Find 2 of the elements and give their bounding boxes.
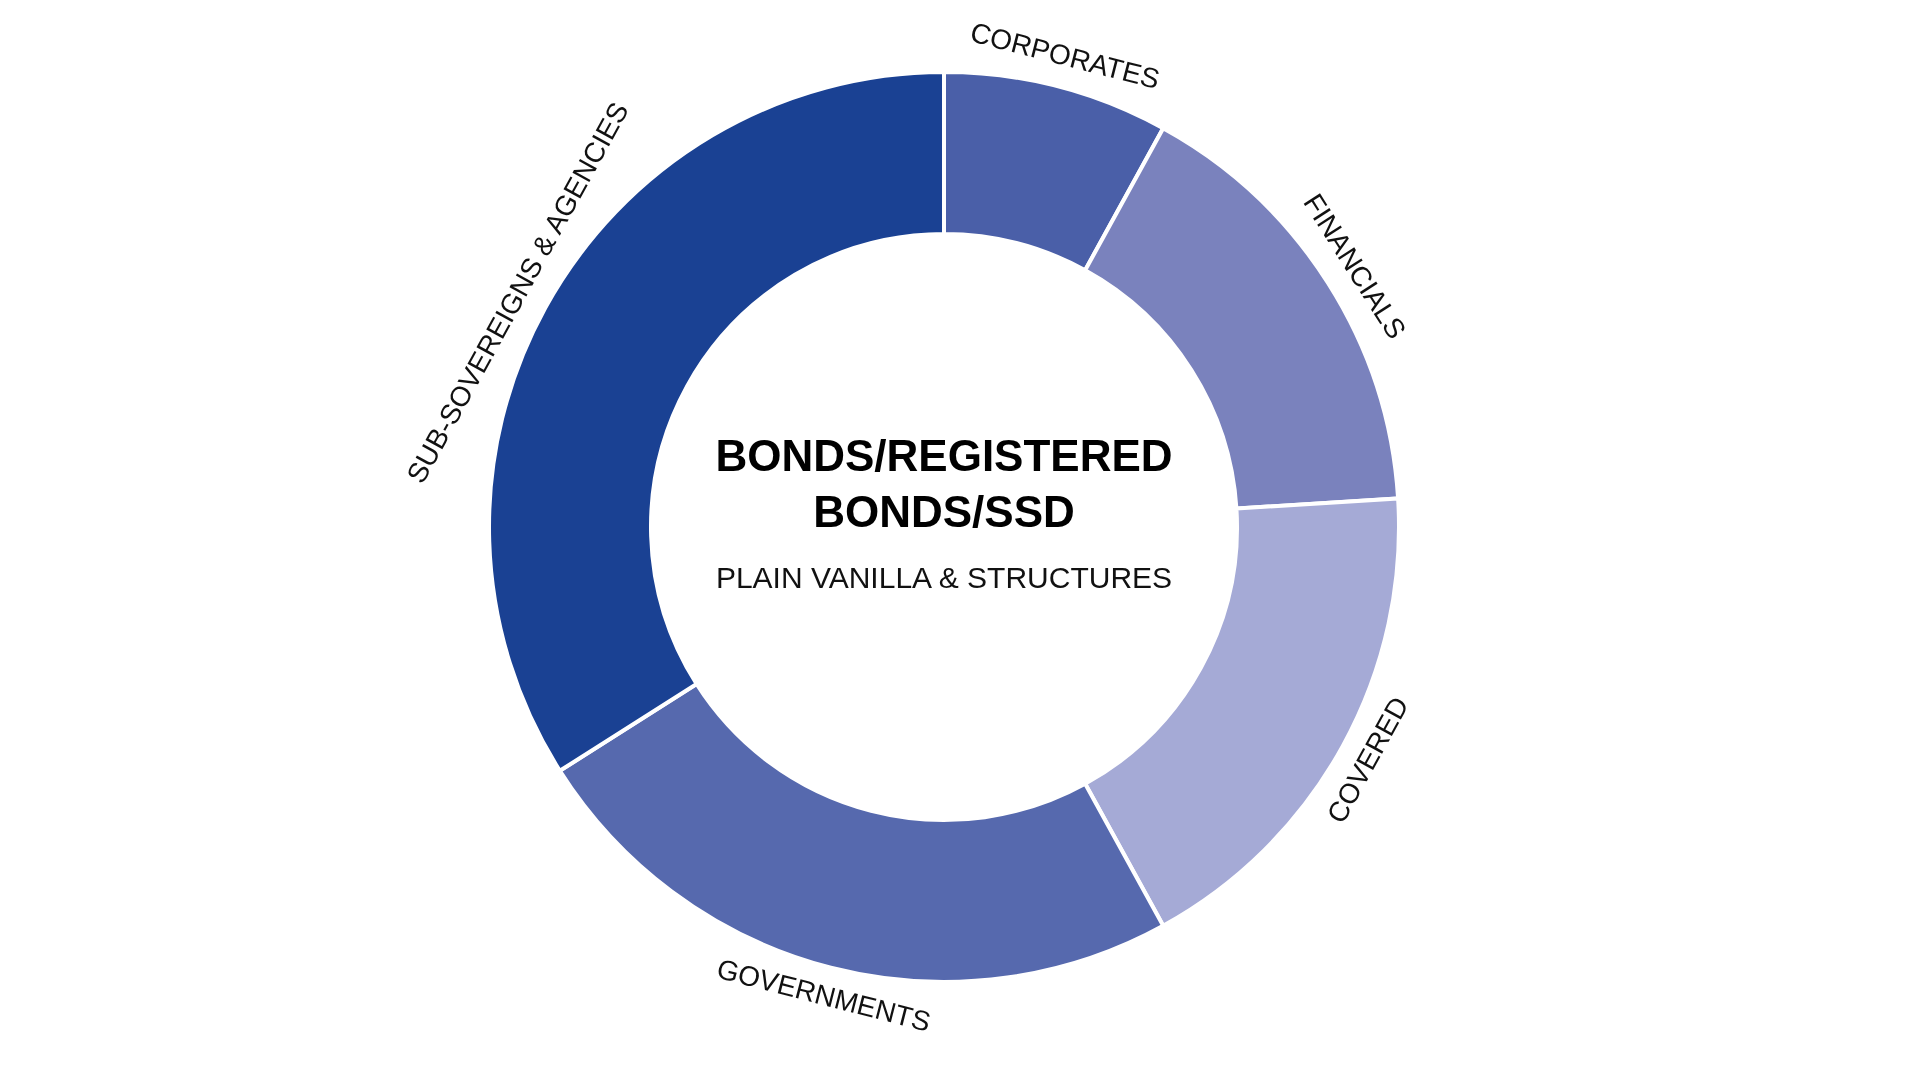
text: PLAIN VANILLA & STRUCTURES: [715, 561, 1173, 594]
text: BONDS/REGISTERED BONDS/SSD: [715, 431, 1173, 536]
